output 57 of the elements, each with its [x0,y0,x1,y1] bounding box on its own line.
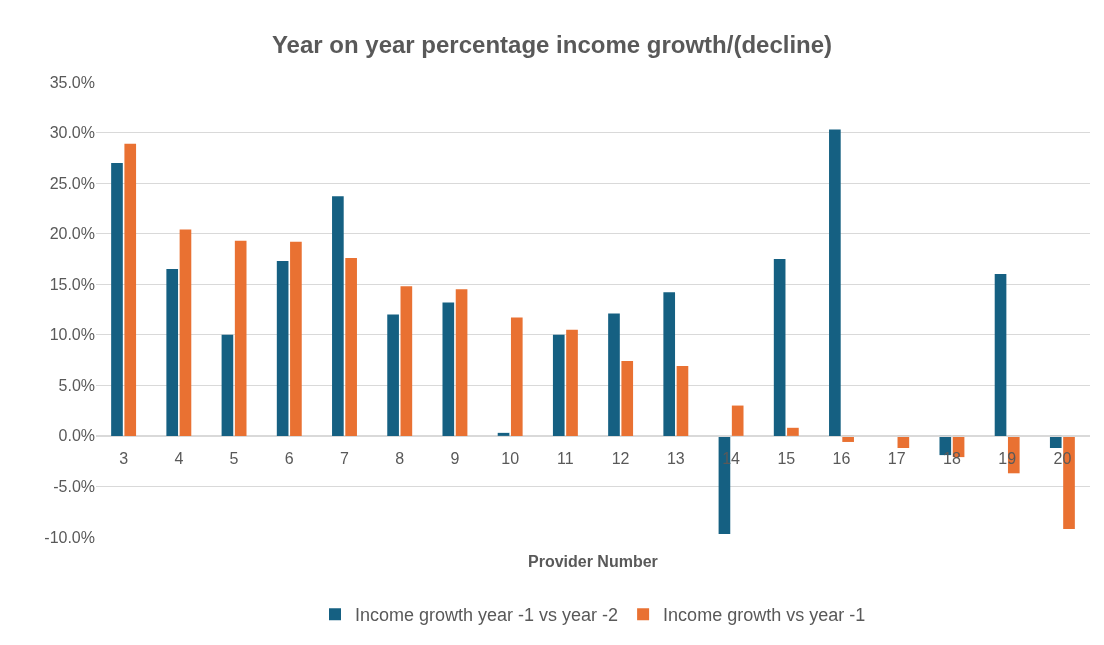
x-tick-label: 9 [450,450,460,468]
bar [497,432,510,436]
bar [221,334,234,436]
x-tick-label: 15 [777,450,796,468]
legend-label: Income growth year -1 vs year -2 [355,605,619,626]
bar [552,334,565,436]
y-tick-label: 25.0% [49,174,95,192]
bar [1049,435,1062,449]
x-tick-label: 8 [395,450,405,468]
y-tick-label: -10.0% [44,528,95,546]
x-tick-label: 5 [229,450,239,468]
y-tick-label: 15.0% [49,275,95,293]
bar [124,143,137,436]
y-tick-label: -5.0% [53,478,95,496]
bar [345,257,357,436]
bar [731,405,744,436]
y-tick-label: 20.0% [49,225,95,243]
bar [676,366,689,436]
chart-title: Year on year percentage income growth/(decline) [271,31,833,59]
bar [663,292,676,436]
legend-label: Income growth vs year -1 [663,605,866,626]
bar [510,317,523,436]
x-tick-label: 10 [501,450,520,468]
bar [455,289,468,436]
bar [400,286,413,436]
bar [276,260,289,436]
y-tick-label: 35.0% [49,73,95,91]
x-tick-label: 16 [832,450,851,468]
bar [179,229,192,436]
x-tick-label: 11 [557,450,574,468]
bar [290,241,302,436]
x-tick-label: 3 [119,450,129,468]
x-tick-label: 12 [611,450,630,468]
bar [566,329,578,436]
y-tick-label: 0.0% [58,427,95,445]
y-tick-label: 10.0% [49,326,95,344]
y-tick-label: 5.0% [58,376,95,394]
bar [234,240,247,436]
bar [442,302,455,436]
bar [111,162,123,436]
bar [608,313,620,436]
x-tick-label: 13 [666,450,685,468]
bar [773,258,786,436]
bar [166,269,179,436]
bar [387,314,399,436]
y-tick-label: 30.0% [49,124,95,142]
bar [829,129,841,436]
x-tick-label: 7 [340,450,350,468]
x-tick-label: 17 [887,450,906,468]
bar [994,274,1007,436]
x-tick-label: 4 [174,450,184,468]
bar [787,427,799,436]
bar [332,196,344,436]
x-tick-label: 18 [943,450,961,468]
bar [621,361,634,436]
x-tick-label: 6 [284,450,294,468]
x-axis-title: Provider Number [528,553,658,570]
